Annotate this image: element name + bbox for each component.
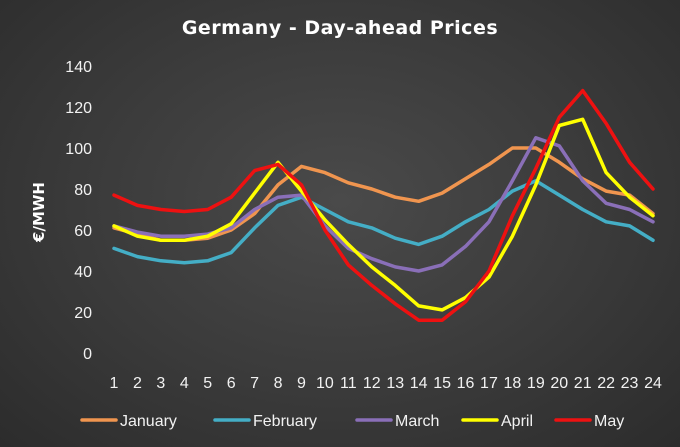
x-tick-label: 6 bbox=[227, 375, 236, 392]
x-tick-label: 22 bbox=[597, 375, 615, 392]
x-tick-label: 3 bbox=[156, 375, 165, 392]
x-tick-label: 2 bbox=[133, 375, 142, 392]
x-tick-label: 16 bbox=[457, 375, 475, 392]
y-tick-label: 100 bbox=[65, 141, 92, 158]
y-tick-label: 0 bbox=[83, 346, 92, 363]
x-tick-label: 7 bbox=[250, 375, 259, 392]
x-tick-label: 14 bbox=[410, 375, 428, 392]
x-tick-label: 17 bbox=[480, 375, 498, 392]
legend-label-march: March bbox=[395, 413, 439, 430]
series-line-january bbox=[112, 146, 655, 243]
y-tick-labels: 0 20 40 60 80 100 120 140 bbox=[65, 59, 92, 363]
x-tick-label: 9 bbox=[297, 375, 306, 392]
y-tick-label: 20 bbox=[74, 305, 92, 322]
y-tick-label: 40 bbox=[74, 264, 92, 281]
x-tick-label: 19 bbox=[527, 375, 545, 392]
x-tick-labels: 1 2 3 4 5 6 7 8 9 10 11 12 13 14 15 16 17 18 19 20 21 22 23 24 bbox=[110, 375, 662, 392]
x-tick-label: 21 bbox=[574, 375, 592, 392]
series-line-february bbox=[112, 179, 655, 265]
x-tick-label: 11 bbox=[340, 375, 357, 392]
x-tick-label: 15 bbox=[433, 375, 451, 392]
legend-label-february: February bbox=[253, 413, 317, 430]
y-tick-label: 140 bbox=[65, 59, 92, 76]
y-tick-label: 120 bbox=[65, 100, 92, 117]
x-tick-label: 5 bbox=[203, 375, 212, 392]
y-tick-label: 60 bbox=[74, 223, 92, 240]
y-axis-label: €/MWH bbox=[30, 182, 48, 243]
chart-title: Germany - Day-ahead Prices bbox=[182, 17, 498, 39]
legend-label-january: January bbox=[120, 413, 177, 430]
x-tick-label: 10 bbox=[316, 375, 334, 392]
x-tick-label: 12 bbox=[363, 375, 381, 392]
legend: January February March April May bbox=[80, 413, 624, 430]
legend-label-may: May bbox=[594, 413, 624, 430]
x-tick-label: 24 bbox=[644, 375, 662, 392]
y-tick-label: 80 bbox=[74, 182, 92, 199]
x-tick-label: 4 bbox=[180, 375, 189, 392]
x-tick-label: 1 bbox=[110, 375, 119, 392]
series-lines bbox=[112, 88, 655, 322]
series-line-april bbox=[112, 117, 655, 312]
x-tick-label: 8 bbox=[274, 375, 283, 392]
x-tick-label: 18 bbox=[503, 375, 521, 392]
legend-label-april: April bbox=[501, 413, 533, 430]
series-line-march bbox=[112, 136, 655, 273]
x-tick-label: 13 bbox=[386, 375, 404, 392]
x-tick-label: 20 bbox=[550, 375, 568, 392]
series-line-may bbox=[112, 88, 655, 322]
x-tick-label: 23 bbox=[621, 375, 639, 392]
